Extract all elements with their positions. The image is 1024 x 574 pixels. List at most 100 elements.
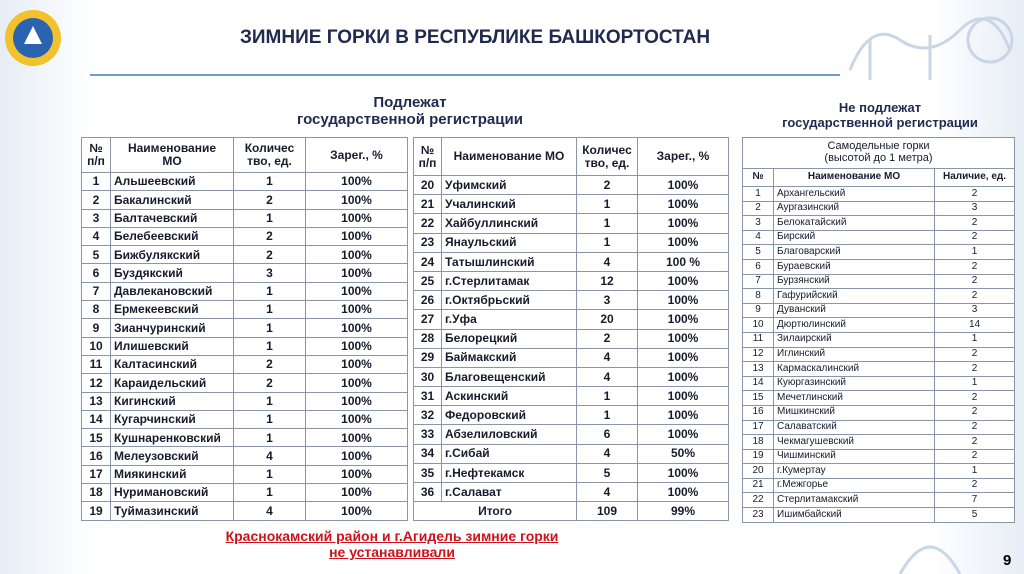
cell: 2 bbox=[576, 328, 638, 349]
cell: 100% bbox=[305, 336, 408, 356]
cell: Благовещенский bbox=[441, 366, 577, 388]
cell: 100% bbox=[637, 290, 729, 311]
cell: 100% bbox=[637, 309, 729, 330]
cell: 50% bbox=[637, 443, 729, 464]
cell: Иглинский bbox=[773, 346, 935, 363]
cell: 29 bbox=[413, 347, 442, 368]
cell: 7 bbox=[742, 273, 774, 290]
cell: 100% bbox=[637, 328, 729, 349]
row: 10 Дюртюлинский 14 bbox=[742, 317, 1015, 333]
row: 23 Ишимбайский 5 bbox=[742, 507, 1015, 523]
cell: 2 bbox=[81, 190, 111, 210]
cell: 100% bbox=[305, 245, 408, 265]
cell: 11 bbox=[742, 331, 774, 348]
right-heading: Не подлежат государственной регистрации bbox=[782, 100, 978, 130]
cell: 15 bbox=[742, 390, 774, 406]
row: 21 Учалинский 1 100% bbox=[413, 194, 729, 215]
cell: 2 bbox=[934, 273, 1015, 290]
cell: 2 bbox=[742, 200, 774, 217]
cell: 14 bbox=[81, 409, 111, 430]
cell: 100% bbox=[637, 405, 729, 426]
cell: 2 bbox=[934, 229, 1015, 246]
cell: 3 bbox=[934, 302, 1015, 319]
cell: 21 bbox=[742, 477, 774, 494]
cell: Федоровский bbox=[441, 405, 577, 426]
row: 19 Туймазинский 4 100% bbox=[81, 501, 408, 521]
row: 13 Кармаскалинский 2 bbox=[742, 361, 1015, 377]
title: ЗИМНИЕ ГОРКИ В РЕСПУБЛИКЕ БАШКОРТОСТАН bbox=[240, 27, 711, 48]
cell: 30 bbox=[413, 366, 442, 388]
cell: г.Кумертау bbox=[773, 463, 935, 479]
row: 36 г.Салават 4 100% bbox=[413, 481, 729, 503]
cell: 100% bbox=[305, 428, 408, 448]
cell: Караидельский bbox=[110, 373, 234, 393]
cell: 100% bbox=[637, 366, 729, 388]
cell: 1 bbox=[576, 232, 638, 253]
cell: 1 bbox=[934, 331, 1015, 348]
cell: Ишимбайский bbox=[773, 507, 935, 523]
cell: Салаватский bbox=[773, 419, 935, 436]
cell: 100% bbox=[305, 281, 408, 302]
row: 4 Бирский 2 bbox=[742, 229, 1015, 246]
row: 27 г.Уфа 20 100% bbox=[413, 309, 729, 330]
row: 35 г.Нефтекамск 5 100% bbox=[413, 462, 729, 484]
cell: Калтасинский bbox=[110, 354, 234, 375]
cell: г.Нефтекамск bbox=[441, 462, 577, 484]
cell: 20 bbox=[413, 174, 442, 196]
cell: 100% bbox=[305, 318, 408, 338]
cell: 2 bbox=[934, 419, 1015, 436]
cell: № bbox=[742, 168, 774, 187]
row: 6 Буздякский 3 100% bbox=[81, 263, 408, 283]
cell: Итого bbox=[413, 501, 577, 522]
row: 1 Архангельский 2 bbox=[742, 186, 1015, 202]
cell: Мечетлинский bbox=[773, 390, 935, 406]
header-row: № п/п Наименование МО Количес тво, ед. Заре… bbox=[81, 137, 408, 173]
cell: 100% bbox=[305, 263, 408, 283]
cell: Бакалинский bbox=[110, 190, 234, 210]
row: 3 Балтачевский 1 100% bbox=[81, 208, 408, 228]
cell: 4 bbox=[233, 446, 306, 466]
cell: 2 bbox=[233, 373, 306, 393]
cell: 1 bbox=[81, 171, 111, 192]
row: 31 Аскинский 1 100% bbox=[413, 386, 729, 407]
cell: 100% bbox=[305, 171, 408, 192]
cell: Туймазинский bbox=[110, 501, 234, 521]
cell: 1 bbox=[576, 213, 638, 234]
cell: 6 bbox=[742, 258, 774, 275]
cell: 10 bbox=[81, 336, 111, 356]
cell: г.Межгорье bbox=[773, 477, 935, 494]
cell: 14 bbox=[934, 317, 1015, 333]
row: 3 Белокатайский 2 bbox=[742, 215, 1015, 231]
cell: 4 bbox=[576, 366, 638, 388]
cell: 8 bbox=[742, 288, 774, 304]
cell: 35 bbox=[413, 462, 442, 484]
cell: Бураевский bbox=[773, 258, 935, 275]
cell: Миякинский bbox=[110, 464, 234, 485]
cell: 2 bbox=[934, 448, 1015, 465]
row: 22 Хайбуллинский 1 100% bbox=[413, 213, 729, 234]
header-row: № п/п Наименование МО Количес тво, ед. Заре… bbox=[413, 137, 729, 176]
cell: г.Сибай bbox=[441, 443, 577, 464]
cell: 1 bbox=[934, 244, 1015, 260]
row: 8 Гафурийский 2 bbox=[742, 288, 1015, 304]
cell: 2 bbox=[233, 354, 306, 375]
cell: 100% bbox=[637, 174, 729, 196]
cell: 2 bbox=[934, 215, 1015, 231]
cell: 2 bbox=[233, 190, 306, 210]
row: 1 Альшеевский 1 100% bbox=[81, 171, 408, 192]
cell: 2 bbox=[934, 258, 1015, 275]
cell: 1 bbox=[233, 391, 306, 411]
row: 15 Мечетлинский 2 bbox=[742, 390, 1015, 406]
cell: Зарег., % bbox=[637, 137, 729, 176]
cell: Альшеевский bbox=[110, 171, 234, 192]
cell: 5 bbox=[81, 245, 111, 265]
row: 16 Мелеузовский 4 100% bbox=[81, 446, 408, 466]
cell: Самодельные горки (высотой до 1 метра) bbox=[742, 137, 1015, 169]
cell: 3 bbox=[934, 200, 1015, 217]
cell: г.Стерлитамак bbox=[441, 270, 577, 292]
cell: № п/п bbox=[81, 137, 111, 173]
cell: Наименование МО bbox=[441, 137, 577, 176]
cell: 9 bbox=[81, 318, 111, 338]
row: 2 Аургазинский 3 bbox=[742, 200, 1015, 217]
